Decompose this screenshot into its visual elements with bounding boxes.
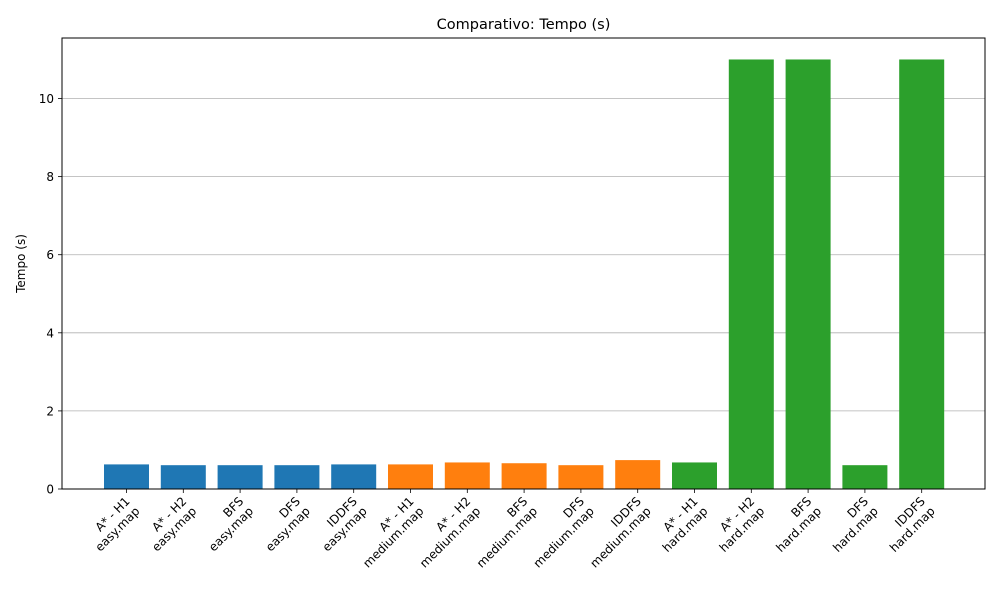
bar-13 (842, 465, 888, 489)
bar-5 (388, 464, 433, 489)
bar-10 (672, 462, 717, 489)
bar-8 (558, 465, 604, 489)
bar-14 (899, 59, 945, 489)
bar-0 (104, 464, 149, 489)
y-tick-label-1: 2 (46, 404, 54, 418)
bar-6 (444, 462, 490, 489)
y-tick-label-4: 8 (46, 170, 54, 184)
y-tick-label-0: 0 (46, 483, 54, 497)
bar-11 (728, 59, 774, 489)
y-axis-label: Tempo (s) (14, 234, 28, 294)
bar-3 (274, 465, 320, 489)
y-tick-label-2: 4 (46, 326, 54, 340)
plot-frame (61, 37, 986, 490)
y-tick-label-3: 6 (46, 248, 54, 262)
bar-12 (785, 59, 831, 489)
bar-4 (331, 464, 377, 489)
bar-7 (501, 463, 547, 489)
bar-9 (615, 460, 661, 489)
chart-title: Comparativo: Tempo (s) (437, 17, 611, 33)
y-tick-label-5: 10 (39, 92, 54, 106)
bar-1 (160, 465, 206, 489)
bars (104, 59, 945, 489)
y-axis-ticks: 0 2 4 6 8 10 (39, 92, 62, 497)
grid-lines (62, 98, 985, 412)
bar-2 (217, 465, 263, 489)
